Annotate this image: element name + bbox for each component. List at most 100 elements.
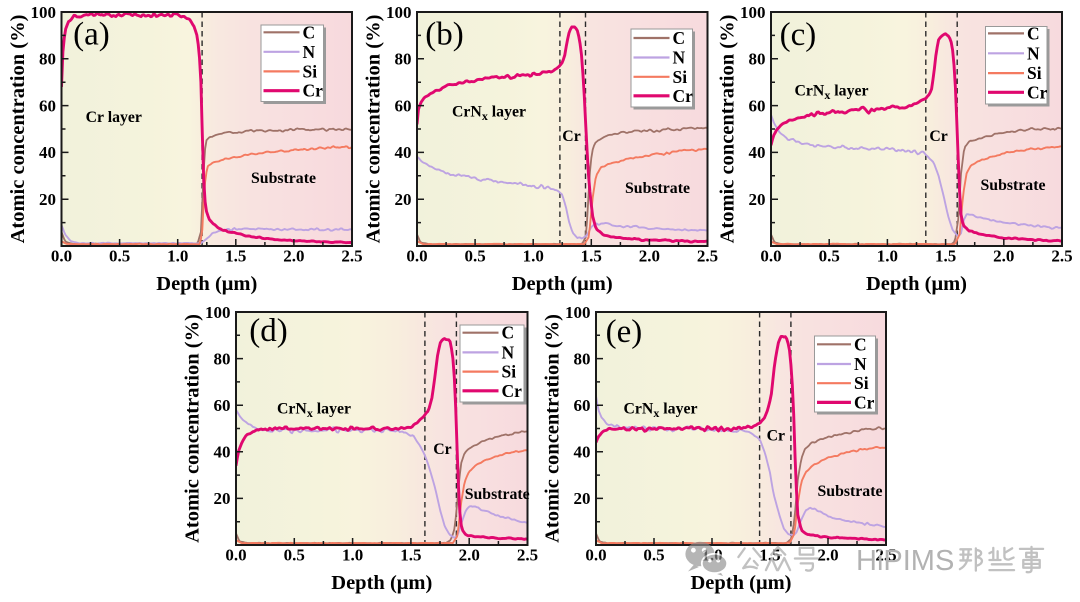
svg-text:0.5: 0.5 (464, 247, 485, 266)
svg-text:(c): (c) (780, 17, 817, 53)
svg-text:C: C (303, 22, 316, 42)
svg-text:20: 20 (574, 489, 591, 508)
svg-text:Substrate: Substrate (625, 180, 690, 197)
svg-text:Depth (μm): Depth (μm) (512, 273, 613, 295)
svg-text:60: 60 (749, 96, 766, 115)
svg-text:60: 60 (39, 96, 56, 115)
svg-text:0.0: 0.0 (585, 546, 606, 565)
svg-text:Substrate: Substrate (818, 483, 883, 500)
svg-text:40: 40 (749, 143, 766, 162)
svg-text:Depth (μm): Depth (μm) (866, 273, 967, 295)
svg-text:2.0: 2.0 (993, 247, 1014, 266)
svg-text:Cr: Cr (673, 86, 694, 106)
svg-text:0.0: 0.0 (51, 247, 72, 266)
svg-text:0.5: 0.5 (819, 247, 840, 266)
svg-text:60: 60 (574, 396, 591, 415)
svg-text:1.5: 1.5 (225, 247, 246, 266)
svg-text:20: 20 (214, 489, 231, 508)
svg-text:N: N (854, 354, 867, 374)
svg-text:1.5: 1.5 (935, 247, 956, 266)
svg-text:0.0: 0.0 (406, 247, 427, 266)
svg-text:2.5: 2.5 (341, 247, 362, 266)
svg-text:60: 60 (214, 396, 231, 415)
svg-text:Si: Si (502, 362, 517, 382)
svg-text:Atomic concentration (%): Atomic concentration (%) (182, 314, 204, 543)
svg-text:0.0: 0.0 (225, 546, 246, 565)
svg-text:80: 80 (749, 50, 766, 69)
svg-text:1.0: 1.0 (523, 247, 544, 266)
svg-text:Si: Si (854, 373, 869, 393)
svg-text:Cr: Cr (767, 428, 785, 445)
svg-text:1.5: 1.5 (400, 546, 421, 565)
svg-text:2.0: 2.0 (639, 247, 660, 266)
svg-text:Cr: Cr (854, 392, 875, 412)
svg-text:20: 20 (749, 190, 766, 209)
svg-text:2.5: 2.5 (697, 247, 718, 266)
svg-text:Cr: Cr (1027, 82, 1048, 102)
svg-text:1.0: 1.0 (167, 247, 188, 266)
svg-text:Atomic concentration (%): Atomic concentration (%) (717, 15, 739, 244)
svg-text:Substrate: Substrate (981, 177, 1046, 194)
svg-text:N: N (303, 42, 316, 62)
svg-text:Substrate: Substrate (465, 486, 530, 503)
svg-text:100: 100 (740, 3, 766, 22)
svg-text:CrNx layer: CrNx layer (277, 401, 351, 421)
svg-text:2.5: 2.5 (875, 546, 896, 565)
svg-text:80: 80 (574, 349, 591, 368)
svg-text:40: 40 (39, 143, 56, 162)
svg-text:Atomic concentration (%): Atomic concentration (%) (363, 15, 385, 244)
svg-text:0.5: 0.5 (284, 546, 305, 565)
svg-text:CrNx layer: CrNx layer (624, 401, 698, 421)
svg-text:Cr: Cr (303, 81, 324, 101)
svg-text:0.5: 0.5 (109, 247, 130, 266)
svg-text:40: 40 (395, 143, 412, 162)
svg-text:1.0: 1.0 (877, 247, 898, 266)
svg-text:Cr: Cr (562, 128, 580, 145)
svg-text:60: 60 (395, 96, 412, 115)
svg-text:20: 20 (39, 190, 56, 209)
svg-text:(e): (e) (606, 314, 643, 350)
svg-text:N: N (502, 342, 515, 362)
svg-text:Depth (μm): Depth (μm) (690, 572, 791, 594)
svg-text:2.0: 2.0 (459, 546, 480, 565)
svg-text:N: N (673, 48, 686, 68)
svg-text:100: 100 (565, 303, 591, 322)
svg-text:Si: Si (1027, 63, 1042, 83)
svg-text:80: 80 (39, 50, 56, 69)
svg-text:Substrate: Substrate (251, 170, 316, 187)
svg-text:C: C (1027, 23, 1040, 43)
svg-text:Si: Si (303, 61, 318, 81)
svg-text:Depth (μm): Depth (μm) (156, 273, 257, 295)
svg-text:N: N (1027, 43, 1040, 63)
svg-text:2.5: 2.5 (1051, 247, 1072, 266)
svg-text:HiPIMS: HiPIMS (856, 545, 954, 577)
svg-text:0.5: 0.5 (643, 546, 664, 565)
svg-text:CrNx layer: CrNx layer (452, 104, 526, 124)
svg-text:40: 40 (214, 443, 231, 462)
svg-text:2.0: 2.0 (283, 247, 304, 266)
svg-text:(d): (d) (249, 313, 287, 349)
svg-text:1.5: 1.5 (581, 247, 602, 266)
svg-text:C: C (854, 334, 867, 354)
svg-text:0.0: 0.0 (760, 247, 781, 266)
svg-text:C: C (502, 323, 515, 343)
svg-text:Si: Si (673, 67, 688, 87)
svg-text:Cr: Cr (502, 381, 523, 401)
svg-text:80: 80 (214, 349, 231, 368)
svg-text:Depth (μm): Depth (μm) (331, 572, 432, 594)
svg-text:80: 80 (395, 50, 412, 69)
svg-text:40: 40 (574, 443, 591, 462)
svg-text:Cr: Cr (433, 441, 451, 458)
svg-text:Atomic concentration (%): Atomic concentration (%) (542, 314, 564, 543)
svg-text:Atomic concentration (%): Atomic concentration (%) (7, 15, 29, 244)
svg-text:CrNx layer: CrNx layer (795, 83, 869, 103)
svg-text:100: 100 (386, 3, 412, 22)
svg-text:C: C (673, 28, 686, 48)
svg-text:2.5: 2.5 (517, 546, 538, 565)
svg-text:100: 100 (31, 3, 57, 22)
svg-text:1.0: 1.0 (342, 546, 363, 565)
svg-text:Cr: Cr (929, 128, 947, 145)
svg-text:(b): (b) (425, 17, 463, 53)
svg-text:100: 100 (205, 303, 231, 322)
svg-text:20: 20 (395, 190, 412, 209)
